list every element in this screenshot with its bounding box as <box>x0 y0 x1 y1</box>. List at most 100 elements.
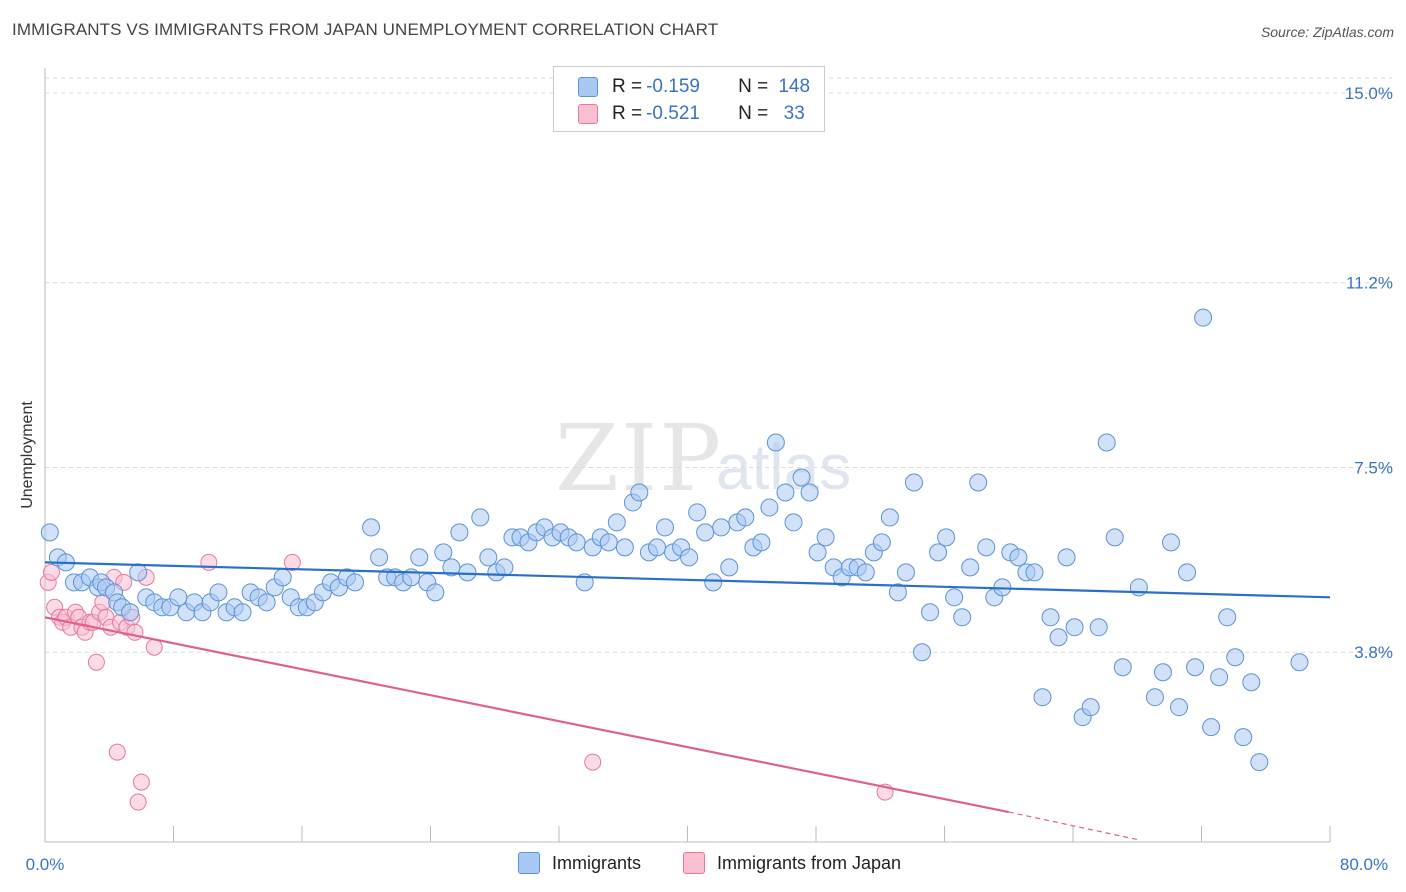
immigrants-point <box>953 608 972 627</box>
immigrants-point <box>1242 673 1261 692</box>
immigrants-point <box>346 573 365 592</box>
legend-r-label: R = <box>612 76 643 97</box>
immigrants-point <box>800 483 819 502</box>
japan-point <box>132 773 150 791</box>
immigrants-point <box>426 583 445 602</box>
bottom-legend-swatch-pink <box>683 852 705 874</box>
immigrants-point <box>607 513 626 532</box>
immigrants-point <box>209 583 228 602</box>
immigrants-point <box>688 503 707 522</box>
japan-point <box>145 638 163 656</box>
immigrants-point <box>766 433 785 452</box>
immigrants-point <box>969 473 988 492</box>
japan-point <box>129 793 147 811</box>
immigrants-point <box>1057 548 1076 567</box>
x-tick-label-min: 0.0% <box>26 855 65 874</box>
immigrants-point <box>1194 308 1213 327</box>
immigrants-point <box>1210 668 1229 687</box>
immigrants-point <box>937 528 956 547</box>
immigrants-point <box>720 558 739 577</box>
immigrants-point <box>1065 618 1084 637</box>
immigrants-point <box>977 538 996 557</box>
immigrants-point <box>752 533 771 552</box>
immigrants-point <box>736 508 755 527</box>
immigrants-point <box>1105 528 1124 547</box>
immigrants-point <box>808 543 827 562</box>
immigrants-point <box>1025 563 1044 582</box>
y-tick-label: 11.2% <box>1346 274 1393 293</box>
immigrants-point <box>680 548 699 567</box>
immigrants-point <box>458 563 477 582</box>
japan-point <box>42 563 60 581</box>
immigrants-point <box>434 543 453 562</box>
immigrants-trendline <box>44 561 1331 599</box>
immigrants-point <box>880 508 899 527</box>
immigrants-point <box>888 583 907 602</box>
immigrants-point <box>1161 533 1180 552</box>
legend-r-value: -0.521 <box>646 103 700 124</box>
legend-row-japan: R = -0.521 N = 33 <box>578 100 814 128</box>
immigrants-point <box>945 588 964 607</box>
legend-n-label: N = <box>738 76 769 97</box>
immigrants-point <box>1234 728 1253 747</box>
stats-legend: R = -0.159 N = 148 R = -0.521 N = 33 <box>553 66 825 132</box>
immigrants-point <box>450 523 469 542</box>
bottom-legend-japan: Immigrants from Japan <box>683 852 901 874</box>
bottom-legend-immigrants: Immigrants <box>518 852 641 874</box>
immigrants-point <box>784 513 803 532</box>
immigrants-point <box>904 473 923 492</box>
immigrants-point <box>1202 718 1221 737</box>
immigrants-point <box>1089 618 1108 637</box>
japan-trendline <box>44 616 1009 814</box>
immigrants-point <box>362 518 381 537</box>
immigrants-point <box>704 573 723 592</box>
immigrants-point <box>872 533 891 552</box>
immigrants-point <box>760 498 779 517</box>
immigrants-point <box>479 548 498 567</box>
immigrants-point <box>1097 433 1116 452</box>
immigrants-point <box>1218 608 1237 627</box>
bottom-legend-label: Immigrants <box>552 852 642 873</box>
legend-r-label: R = <box>612 103 643 124</box>
immigrants-point <box>1145 688 1164 707</box>
immigrants-point <box>121 603 140 622</box>
immigrants-point <box>712 518 731 537</box>
japan-point <box>283 553 301 571</box>
bottom-legend: Immigrants Immigrants from Japan <box>0 852 1406 878</box>
immigrants-point <box>913 643 932 662</box>
immigrants-point <box>1290 653 1309 672</box>
legend-row-immigrants: R = -0.159 N = 148 <box>578 73 814 101</box>
immigrants-point <box>567 533 586 552</box>
japan-trendline-extension <box>1008 811 1138 841</box>
source-label: Source: ZipAtlas.com <box>1260 24 1394 40</box>
immigrants-point <box>776 483 795 502</box>
x-tick-label-max: 80.0% <box>1340 855 1388 874</box>
immigrants-point <box>615 538 634 557</box>
immigrants-point <box>471 508 490 527</box>
immigrants-point <box>696 523 715 542</box>
bottom-legend-label: Immigrants from Japan <box>717 852 902 873</box>
immigrants-point <box>792 468 811 487</box>
immigrants-point <box>442 558 461 577</box>
immigrants-point <box>647 538 666 557</box>
legend-swatch-pink <box>578 104 598 124</box>
immigrants-point <box>1226 648 1245 667</box>
immigrants-point <box>1170 698 1189 717</box>
immigrants-point <box>1049 628 1068 647</box>
legend-r-value: -0.159 <box>646 76 700 97</box>
immigrants-point <box>495 558 514 577</box>
immigrants-point <box>273 568 292 587</box>
japan-point <box>87 653 105 671</box>
legend-n-value: 33 <box>783 103 805 124</box>
immigrants-point <box>233 603 252 622</box>
japan-point <box>584 753 602 771</box>
immigrants-point <box>1041 608 1060 627</box>
y-tick-label: 7.5% <box>1354 458 1393 477</box>
immigrants-point <box>816 528 835 547</box>
chart-title: IMMIGRANTS VS IMMIGRANTS FROM JAPAN UNEM… <box>12 20 719 39</box>
immigrants-point <box>630 483 649 502</box>
immigrants-point <box>257 593 276 612</box>
immigrants-point <box>1081 698 1100 717</box>
immigrants-point <box>929 543 948 562</box>
y-tick-label: 15.0% <box>1345 84 1393 103</box>
